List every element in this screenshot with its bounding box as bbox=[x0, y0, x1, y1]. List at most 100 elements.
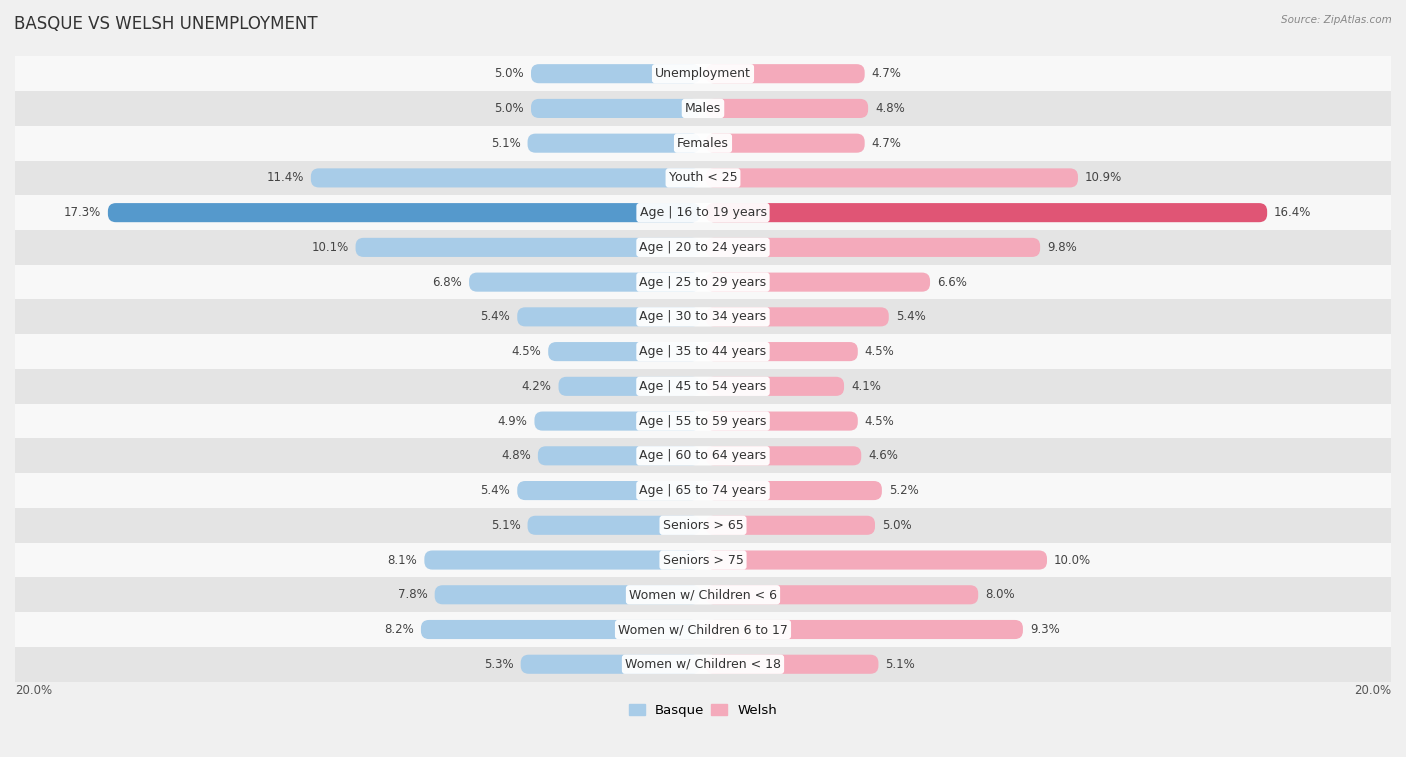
FancyBboxPatch shape bbox=[706, 342, 858, 361]
Text: Age | 20 to 24 years: Age | 20 to 24 years bbox=[640, 241, 766, 254]
Bar bbox=[15, 56, 1391, 91]
Bar bbox=[15, 369, 1391, 403]
Bar bbox=[15, 473, 1391, 508]
Text: Females: Females bbox=[678, 137, 728, 150]
FancyBboxPatch shape bbox=[706, 550, 1047, 569]
Text: 4.7%: 4.7% bbox=[872, 67, 901, 80]
Text: 8.1%: 8.1% bbox=[388, 553, 418, 566]
Text: Age | 55 to 59 years: Age | 55 to 59 years bbox=[640, 415, 766, 428]
Text: 16.4%: 16.4% bbox=[1274, 206, 1312, 219]
FancyBboxPatch shape bbox=[108, 203, 700, 223]
Text: 4.5%: 4.5% bbox=[865, 415, 894, 428]
FancyBboxPatch shape bbox=[706, 273, 929, 291]
FancyBboxPatch shape bbox=[558, 377, 700, 396]
FancyBboxPatch shape bbox=[517, 307, 700, 326]
FancyBboxPatch shape bbox=[434, 585, 700, 604]
Text: Women w/ Children < 18: Women w/ Children < 18 bbox=[626, 658, 780, 671]
Bar bbox=[15, 578, 1391, 612]
FancyBboxPatch shape bbox=[548, 342, 700, 361]
Text: 5.0%: 5.0% bbox=[882, 519, 911, 531]
FancyBboxPatch shape bbox=[706, 516, 875, 535]
Text: 10.1%: 10.1% bbox=[312, 241, 349, 254]
Bar bbox=[15, 508, 1391, 543]
FancyBboxPatch shape bbox=[520, 655, 700, 674]
Text: Age | 16 to 19 years: Age | 16 to 19 years bbox=[640, 206, 766, 219]
Text: 20.0%: 20.0% bbox=[1354, 684, 1391, 697]
FancyBboxPatch shape bbox=[538, 447, 700, 466]
FancyBboxPatch shape bbox=[534, 412, 700, 431]
Text: 5.1%: 5.1% bbox=[491, 137, 520, 150]
FancyBboxPatch shape bbox=[706, 481, 882, 500]
FancyBboxPatch shape bbox=[706, 377, 844, 396]
Text: 4.1%: 4.1% bbox=[851, 380, 880, 393]
Text: 4.6%: 4.6% bbox=[868, 450, 898, 463]
FancyBboxPatch shape bbox=[517, 481, 700, 500]
FancyBboxPatch shape bbox=[425, 550, 700, 569]
Text: 7.8%: 7.8% bbox=[398, 588, 427, 601]
FancyBboxPatch shape bbox=[706, 238, 1040, 257]
FancyBboxPatch shape bbox=[531, 64, 700, 83]
FancyBboxPatch shape bbox=[356, 238, 700, 257]
FancyBboxPatch shape bbox=[470, 273, 700, 291]
Text: Seniors > 75: Seniors > 75 bbox=[662, 553, 744, 566]
Text: 9.8%: 9.8% bbox=[1047, 241, 1077, 254]
Bar bbox=[15, 335, 1391, 369]
Bar bbox=[15, 230, 1391, 265]
Text: 5.4%: 5.4% bbox=[481, 310, 510, 323]
FancyBboxPatch shape bbox=[527, 516, 700, 535]
Text: Women w/ Children < 6: Women w/ Children < 6 bbox=[628, 588, 778, 601]
Text: 4.7%: 4.7% bbox=[872, 137, 901, 150]
FancyBboxPatch shape bbox=[531, 99, 700, 118]
Text: 5.1%: 5.1% bbox=[491, 519, 520, 531]
Text: 5.1%: 5.1% bbox=[886, 658, 915, 671]
FancyBboxPatch shape bbox=[706, 134, 865, 153]
Text: Women w/ Children 6 to 17: Women w/ Children 6 to 17 bbox=[619, 623, 787, 636]
Bar bbox=[15, 403, 1391, 438]
Text: Age | 60 to 64 years: Age | 60 to 64 years bbox=[640, 450, 766, 463]
FancyBboxPatch shape bbox=[706, 655, 879, 674]
Text: Age | 25 to 29 years: Age | 25 to 29 years bbox=[640, 276, 766, 288]
Text: Males: Males bbox=[685, 102, 721, 115]
Bar bbox=[15, 647, 1391, 681]
Text: 9.3%: 9.3% bbox=[1029, 623, 1060, 636]
Text: Age | 35 to 44 years: Age | 35 to 44 years bbox=[640, 345, 766, 358]
Text: Source: ZipAtlas.com: Source: ZipAtlas.com bbox=[1281, 15, 1392, 25]
FancyBboxPatch shape bbox=[706, 585, 979, 604]
Bar bbox=[15, 195, 1391, 230]
Text: 8.2%: 8.2% bbox=[384, 623, 413, 636]
Text: Youth < 25: Youth < 25 bbox=[669, 171, 737, 185]
FancyBboxPatch shape bbox=[311, 168, 700, 188]
Legend: Basque, Welsh: Basque, Welsh bbox=[623, 699, 783, 723]
FancyBboxPatch shape bbox=[420, 620, 700, 639]
FancyBboxPatch shape bbox=[706, 412, 858, 431]
Text: 10.0%: 10.0% bbox=[1054, 553, 1091, 566]
Bar bbox=[15, 612, 1391, 647]
Text: 20.0%: 20.0% bbox=[15, 684, 52, 697]
Bar bbox=[15, 126, 1391, 160]
FancyBboxPatch shape bbox=[706, 99, 868, 118]
Bar bbox=[15, 160, 1391, 195]
Text: Unemployment: Unemployment bbox=[655, 67, 751, 80]
Bar bbox=[15, 91, 1391, 126]
Text: Seniors > 65: Seniors > 65 bbox=[662, 519, 744, 531]
Text: Age | 30 to 34 years: Age | 30 to 34 years bbox=[640, 310, 766, 323]
FancyBboxPatch shape bbox=[527, 134, 700, 153]
Text: 6.8%: 6.8% bbox=[433, 276, 463, 288]
FancyBboxPatch shape bbox=[706, 307, 889, 326]
Text: 4.8%: 4.8% bbox=[875, 102, 904, 115]
Text: 4.2%: 4.2% bbox=[522, 380, 551, 393]
Text: 5.2%: 5.2% bbox=[889, 484, 918, 497]
Text: 5.3%: 5.3% bbox=[484, 658, 513, 671]
Text: 10.9%: 10.9% bbox=[1085, 171, 1122, 185]
Text: 8.0%: 8.0% bbox=[986, 588, 1015, 601]
Text: 4.9%: 4.9% bbox=[498, 415, 527, 428]
Text: 5.0%: 5.0% bbox=[495, 67, 524, 80]
Bar bbox=[15, 543, 1391, 578]
Text: 4.5%: 4.5% bbox=[865, 345, 894, 358]
FancyBboxPatch shape bbox=[706, 168, 1078, 188]
FancyBboxPatch shape bbox=[706, 64, 865, 83]
Text: Age | 65 to 74 years: Age | 65 to 74 years bbox=[640, 484, 766, 497]
Text: 5.4%: 5.4% bbox=[896, 310, 925, 323]
Text: 4.8%: 4.8% bbox=[502, 450, 531, 463]
Text: Age | 45 to 54 years: Age | 45 to 54 years bbox=[640, 380, 766, 393]
